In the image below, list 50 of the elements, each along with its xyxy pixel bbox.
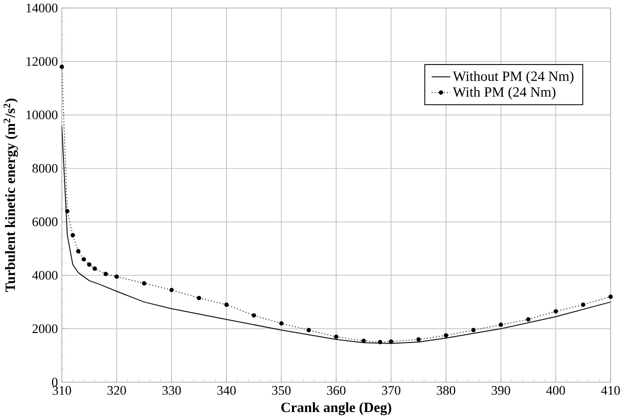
point <box>224 302 229 307</box>
x-axis-title: Crank angle (Deg) <box>281 402 392 416</box>
x-tick-label: 380 <box>436 386 456 395</box>
point <box>169 288 174 292</box>
point <box>92 266 97 271</box>
x-tick-label: 410 <box>601 386 620 395</box>
point <box>76 249 80 254</box>
x-tick-label: 360 <box>327 386 346 395</box>
point <box>252 313 256 318</box>
y-tick-label: 0 <box>52 378 58 387</box>
point <box>104 272 108 276</box>
point <box>142 281 146 286</box>
y-axis-title: Turbulent kinetic energy (m$^{2}$/s$^{2}$) <box>4 98 18 292</box>
point <box>334 334 338 340</box>
point <box>608 294 613 299</box>
y-tick-label: 10000 <box>26 110 58 120</box>
y-tick-label: 14000 <box>26 4 58 12</box>
x-tick-label: 370 <box>382 386 400 395</box>
point <box>378 340 382 344</box>
point <box>581 302 586 307</box>
x-tick-label: 350 <box>272 386 291 395</box>
y-tick-label: 2000 <box>32 324 58 334</box>
point <box>554 309 558 314</box>
point <box>416 337 421 342</box>
x-tick-label: 400 <box>546 386 565 395</box>
point <box>70 233 75 238</box>
point <box>471 328 476 332</box>
y-tick-label: 6000 <box>32 218 58 226</box>
y-tick-label: 4000 <box>32 271 58 280</box>
point <box>526 317 530 322</box>
point <box>114 274 119 279</box>
point <box>82 257 86 262</box>
legend-label: With PM (24 Nm) <box>452 86 556 100</box>
x-tick-label: 310 <box>52 386 72 395</box>
y-tick-label: 8000 <box>32 164 58 173</box>
y-tick-label: 12000 <box>26 57 58 66</box>
point <box>60 64 64 70</box>
legend-label: Without PM (24 Nm) <box>452 71 574 84</box>
x-tick-label: 330 <box>162 386 181 395</box>
x-tick-label: 390 <box>492 386 510 395</box>
point <box>196 296 202 300</box>
point <box>388 340 394 344</box>
point <box>65 209 70 214</box>
point <box>498 322 504 328</box>
x-tick-label: 320 <box>108 386 126 395</box>
x-tick-label: 340 <box>217 386 236 395</box>
point <box>306 328 311 332</box>
point <box>87 262 92 267</box>
point <box>444 333 448 338</box>
point <box>279 321 284 326</box>
